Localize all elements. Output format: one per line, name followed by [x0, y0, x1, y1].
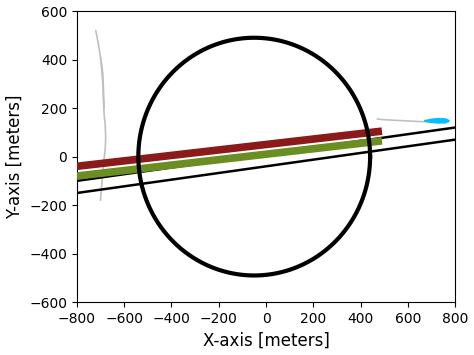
Y-axis label: Y-axis [meters]: Y-axis [meters] — [6, 94, 24, 219]
X-axis label: X-axis [meters]: X-axis [meters] — [202, 332, 329, 349]
Polygon shape — [425, 119, 449, 123]
